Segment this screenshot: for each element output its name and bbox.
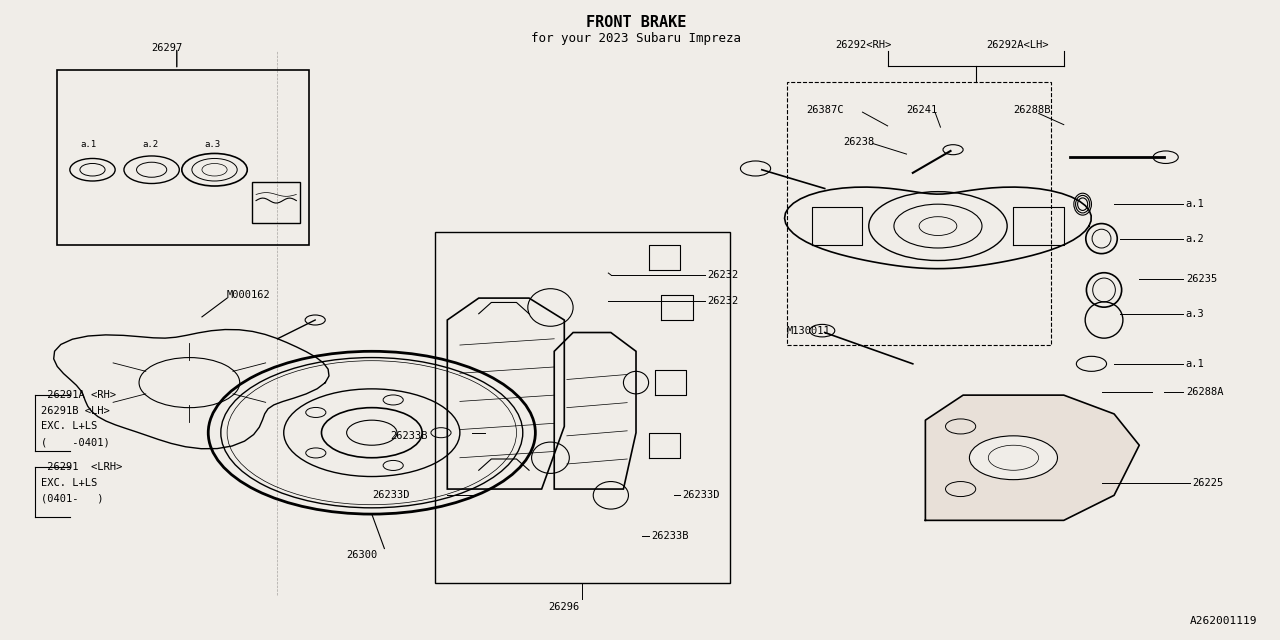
Text: a.2: a.2 [143, 140, 159, 149]
Text: 26233B: 26233B [652, 531, 689, 541]
Circle shape [969, 436, 1057, 479]
Text: EXC. L+LS: EXC. L+LS [41, 421, 97, 431]
Text: 26296: 26296 [548, 602, 579, 612]
Text: -26291  <LRH>: -26291 <LRH> [41, 462, 122, 472]
Text: 26232: 26232 [708, 296, 739, 306]
Text: 26233D: 26233D [371, 490, 410, 500]
Text: EXC. L+LS: EXC. L+LS [41, 478, 97, 488]
Text: 26241: 26241 [906, 105, 938, 115]
Text: a.1: a.1 [1185, 359, 1204, 369]
Text: M000162: M000162 [227, 290, 271, 300]
Text: 26225: 26225 [1192, 478, 1224, 488]
Text: a.2: a.2 [1185, 234, 1204, 244]
Text: 26387C: 26387C [806, 105, 844, 115]
Text: 26233D: 26233D [682, 490, 721, 500]
Text: A262001119: A262001119 [1189, 616, 1257, 625]
Text: 26288B: 26288B [1014, 105, 1051, 115]
Text: 26232: 26232 [708, 270, 739, 280]
Text: (    -0401): ( -0401) [41, 437, 110, 447]
Text: for your 2023 Subaru Impreza: for your 2023 Subaru Impreza [531, 32, 741, 45]
Text: a.3: a.3 [205, 140, 220, 149]
Bar [435, 232, 731, 583]
Text: 26235: 26235 [1185, 275, 1217, 284]
Text: a.1: a.1 [1185, 199, 1204, 209]
Text: FRONT BRAKE: FRONT BRAKE [586, 15, 686, 30]
Text: a.3: a.3 [1185, 308, 1204, 319]
Text: 26288A: 26288A [1185, 387, 1224, 397]
Text: 26238: 26238 [844, 136, 874, 147]
Text: 26292<RH>: 26292<RH> [835, 40, 891, 49]
Text: 26300: 26300 [347, 550, 378, 560]
Text: 26297: 26297 [151, 43, 183, 52]
Text: 26291B <LH>: 26291B <LH> [41, 406, 110, 416]
Text: (0401-   ): (0401- ) [41, 493, 104, 504]
Bar [252, 182, 300, 223]
Text: M130011: M130011 [787, 326, 831, 335]
Polygon shape [925, 395, 1139, 520]
Text: 26292A<LH>: 26292A<LH> [986, 40, 1048, 49]
Text: a.1: a.1 [79, 140, 96, 149]
Text: -26291A <RH>: -26291A <RH> [41, 390, 116, 400]
Text: 26233B: 26233B [390, 431, 429, 441]
